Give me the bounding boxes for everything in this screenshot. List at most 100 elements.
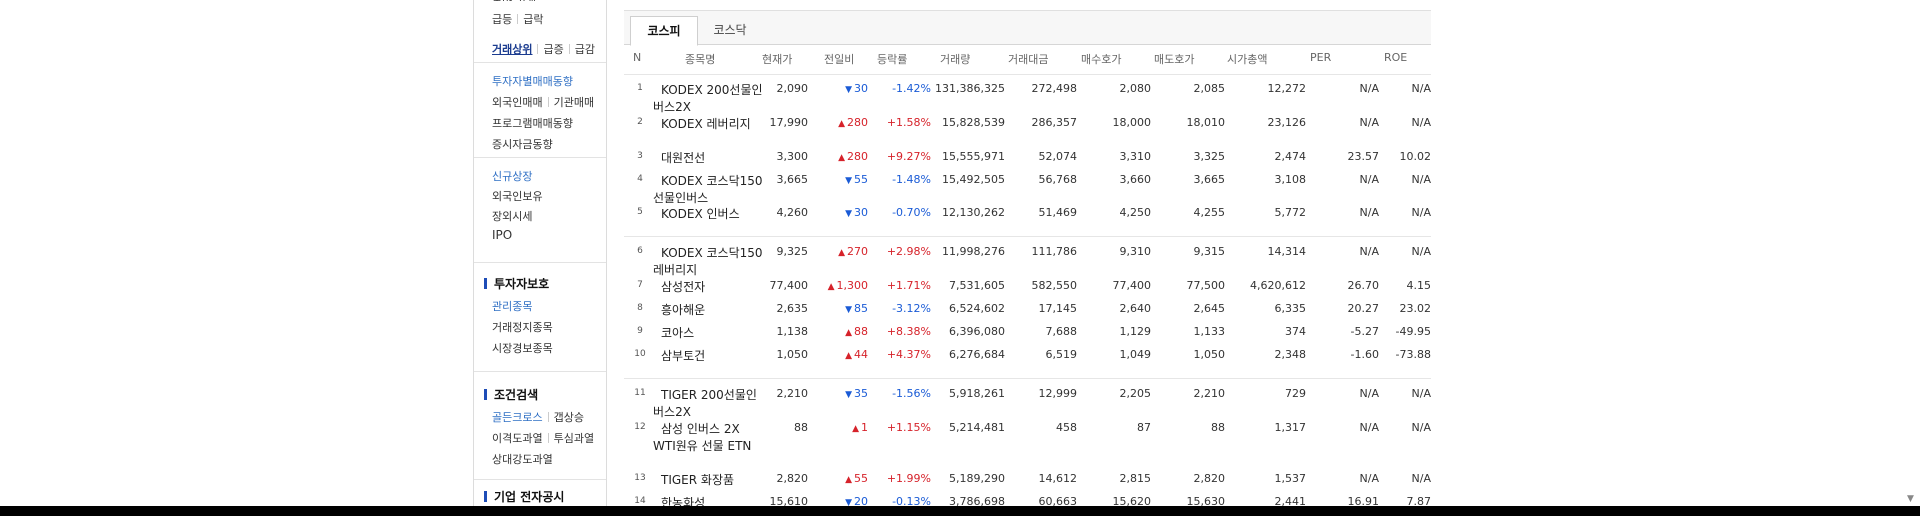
separator <box>547 412 549 422</box>
roe-value: N/A <box>1411 245 1431 258</box>
stock-name-link[interactable]: 한농화성 <box>661 496 706 506</box>
sidebar-link-golden-cross[interactable]: 골든크로스 <box>492 411 543 424</box>
sidebar-link-ipo[interactable]: IPO <box>492 228 513 242</box>
triangle-down-icon: ▼ <box>845 498 852 506</box>
trade-volume: 5,189,290 <box>949 472 1005 485</box>
sidebar-cut-item: 동반·거래 <box>492 0 552 1</box>
ask-price: 3,665 <box>1193 173 1226 186</box>
triangle-down-icon: ▼ <box>845 305 852 315</box>
stock-name-link[interactable]: 삼성 인버스 2X WTI원유 선물 ETN <box>653 422 752 453</box>
triangle-up-icon: ▲ <box>827 282 835 292</box>
trade-amount: 286,357 <box>1031 116 1078 129</box>
row-number: 11 <box>634 388 646 398</box>
trade-amount: 272,498 <box>1031 82 1078 95</box>
roe-value: 4.15 <box>1406 279 1432 292</box>
stock-name-link[interactable]: 삼부토건 <box>661 349 706 363</box>
sidebar-link-plunge[interactable]: 급감 <box>574 43 595 56</box>
market-cap: 4,620,612 <box>1250 279 1306 292</box>
stock-name-link[interactable]: KODEX 레버리지 <box>661 117 751 131</box>
col-header-amount: 거래대금 <box>1008 53 1049 66</box>
section-condition-search: 조건검색 <box>484 386 538 403</box>
sidebar-link-market-alert[interactable]: 시장경보종목 <box>492 342 553 355</box>
change-value: 280 <box>847 150 868 163</box>
table-row: 6 KODEX 코스닥150레버리지 9,325 ▲ 270 +2.98% 11,998,2… <box>624 245 1431 277</box>
table-row: 3 대원전선 3,300 ▲ 280 +9.27% 15,555,971 52,074 3,31… <box>624 150 1431 170</box>
market-cap: 1,537 <box>1274 472 1307 485</box>
row-number: 14 <box>634 496 646 506</box>
market-cap: 2,441 <box>1274 495 1307 506</box>
bid-price: 2,815 <box>1119 472 1152 485</box>
roe-value: N/A <box>1411 82 1431 95</box>
tab-kospi[interactable]: 코스피 <box>630 16 698 46</box>
stock-name-link[interactable]: TIGER 200선물인버스2X <box>653 388 757 419</box>
sidebar-link-institution-trade[interactable]: 기관매매 <box>553 96 595 109</box>
per-value: N/A <box>1359 421 1379 434</box>
trade-volume: 131,386,325 <box>935 82 1005 95</box>
sidebar-link-managed-stocks[interactable]: 관리종목 <box>492 300 533 313</box>
sidebar-link-surge[interactable]: 급증 <box>543 43 564 56</box>
per-value: 26.70 <box>1347 279 1380 292</box>
sidebar-link-rsi-overheat[interactable]: 상대강도과열 <box>492 453 553 466</box>
stock-name-link[interactable]: KODEX 코스닥150레버리지 <box>653 246 763 277</box>
table-row: 8 흥아해운 2,635 ▼ 85 -3.12% 6,524,602 17,145 2,640 2… <box>624 302 1431 322</box>
current-price: 88 <box>794 421 808 434</box>
change-rate: +1.58% <box>886 116 931 129</box>
change-rate: -1.48% <box>892 173 931 186</box>
roe-value: 7.87 <box>1406 495 1432 506</box>
sidebar-link-market-funds[interactable]: 증시자금동향 <box>492 138 553 151</box>
sidebar-link-foreign-holding[interactable]: 외국인보유 <box>492 190 543 203</box>
ask-price: 9,315 <box>1193 245 1226 258</box>
col-header-rate: 등락률 <box>877 53 908 66</box>
market-cap: 3,108 <box>1274 173 1307 186</box>
scroll-down-arrow-icon[interactable]: ▼ <box>1907 494 1914 504</box>
per-value: 23.57 <box>1347 150 1380 163</box>
trade-amount: 56,768 <box>1038 173 1078 186</box>
bid-price: 4,250 <box>1119 206 1152 219</box>
left-sidebar: 동반·거래 급등 급락 거래상위 급증 급감 투자자별매매동향 외국인매매 기관매매 프… <box>473 0 607 506</box>
triangle-down-icon: ▼ <box>845 85 852 95</box>
market-cap: 2,474 <box>1274 150 1307 163</box>
per-value: N/A <box>1359 82 1379 95</box>
sidebar-link-new-listing[interactable]: 신규상장 <box>492 170 533 183</box>
separator <box>537 44 539 54</box>
price-change: ▼ 85 <box>814 302 868 315</box>
triangle-up-icon: ▲ <box>838 248 845 258</box>
separator <box>547 433 549 443</box>
sidebar-link-fall[interactable]: 급락 <box>523 13 544 26</box>
sidebar-link-sentiment-overheat[interactable]: 투심과열 <box>553 432 595 445</box>
stock-name-link[interactable]: KODEX 인버스 <box>661 207 740 221</box>
vertical-scrollbar[interactable]: ▼ <box>1903 0 1920 506</box>
price-change: ▲ 280 <box>814 150 868 163</box>
stock-name-link[interactable]: KODEX 200선물인버스2X <box>653 83 763 114</box>
sidebar-link-top-volume[interactable]: 거래상위 <box>492 43 533 56</box>
per-value: N/A <box>1359 472 1379 485</box>
sidebar-link-otc-price[interactable]: 장외시세 <box>492 210 533 223</box>
trade-volume: 15,492,505 <box>942 173 1005 186</box>
roe-value: N/A <box>1411 387 1431 400</box>
stock-name-link[interactable]: 대원전선 <box>661 151 706 165</box>
triangle-up-icon: ▲ <box>852 424 859 434</box>
section-disclosure[interactable]: 기업 전자공시 <box>484 488 564 505</box>
sidebar-link-investor-trend[interactable]: 투자자별매매동향 <box>492 75 573 88</box>
sidebar-link-suspended-stocks[interactable]: 거래정지종목 <box>492 321 553 334</box>
trade-amount: 14,612 <box>1038 472 1078 485</box>
stock-name-link[interactable]: KODEX 코스닥150선물인버스 <box>653 174 763 205</box>
sidebar-link-disparity-overheat[interactable]: 이격도과열 <box>492 432 543 445</box>
sidebar-link-rise[interactable]: 급등 <box>492 13 513 26</box>
market-cap: 2,348 <box>1274 348 1307 361</box>
price-change: ▲ 1 <box>814 421 868 434</box>
change-value: 88 <box>854 325 868 338</box>
tab-kosdaq[interactable]: 코스닥 <box>713 23 747 37</box>
stock-name-link[interactable]: TIGER 화장품 <box>661 473 735 487</box>
current-price: 2,820 <box>776 472 809 485</box>
sidebar-link-program-trade[interactable]: 프로그램매매동향 <box>492 117 573 130</box>
change-value: 35 <box>854 387 868 400</box>
sidebar-link-gap-up[interactable]: 갭상승 <box>553 411 584 424</box>
stock-name-link[interactable]: 흥아해운 <box>661 303 706 317</box>
current-price: 15,610 <box>769 495 809 506</box>
main-content: 코스피 코스닥 N 종목명 현재가 전일비 등락률 거래량 거래대금 매수호가 … <box>624 0 1431 506</box>
stock-name-link[interactable]: 코아스 <box>661 326 695 340</box>
sidebar-link-foreign-trade[interactable]: 외국인매매 <box>492 96 543 109</box>
market-cap: 23,126 <box>1267 116 1307 129</box>
stock-name-link[interactable]: 삼성전자 <box>661 280 706 294</box>
